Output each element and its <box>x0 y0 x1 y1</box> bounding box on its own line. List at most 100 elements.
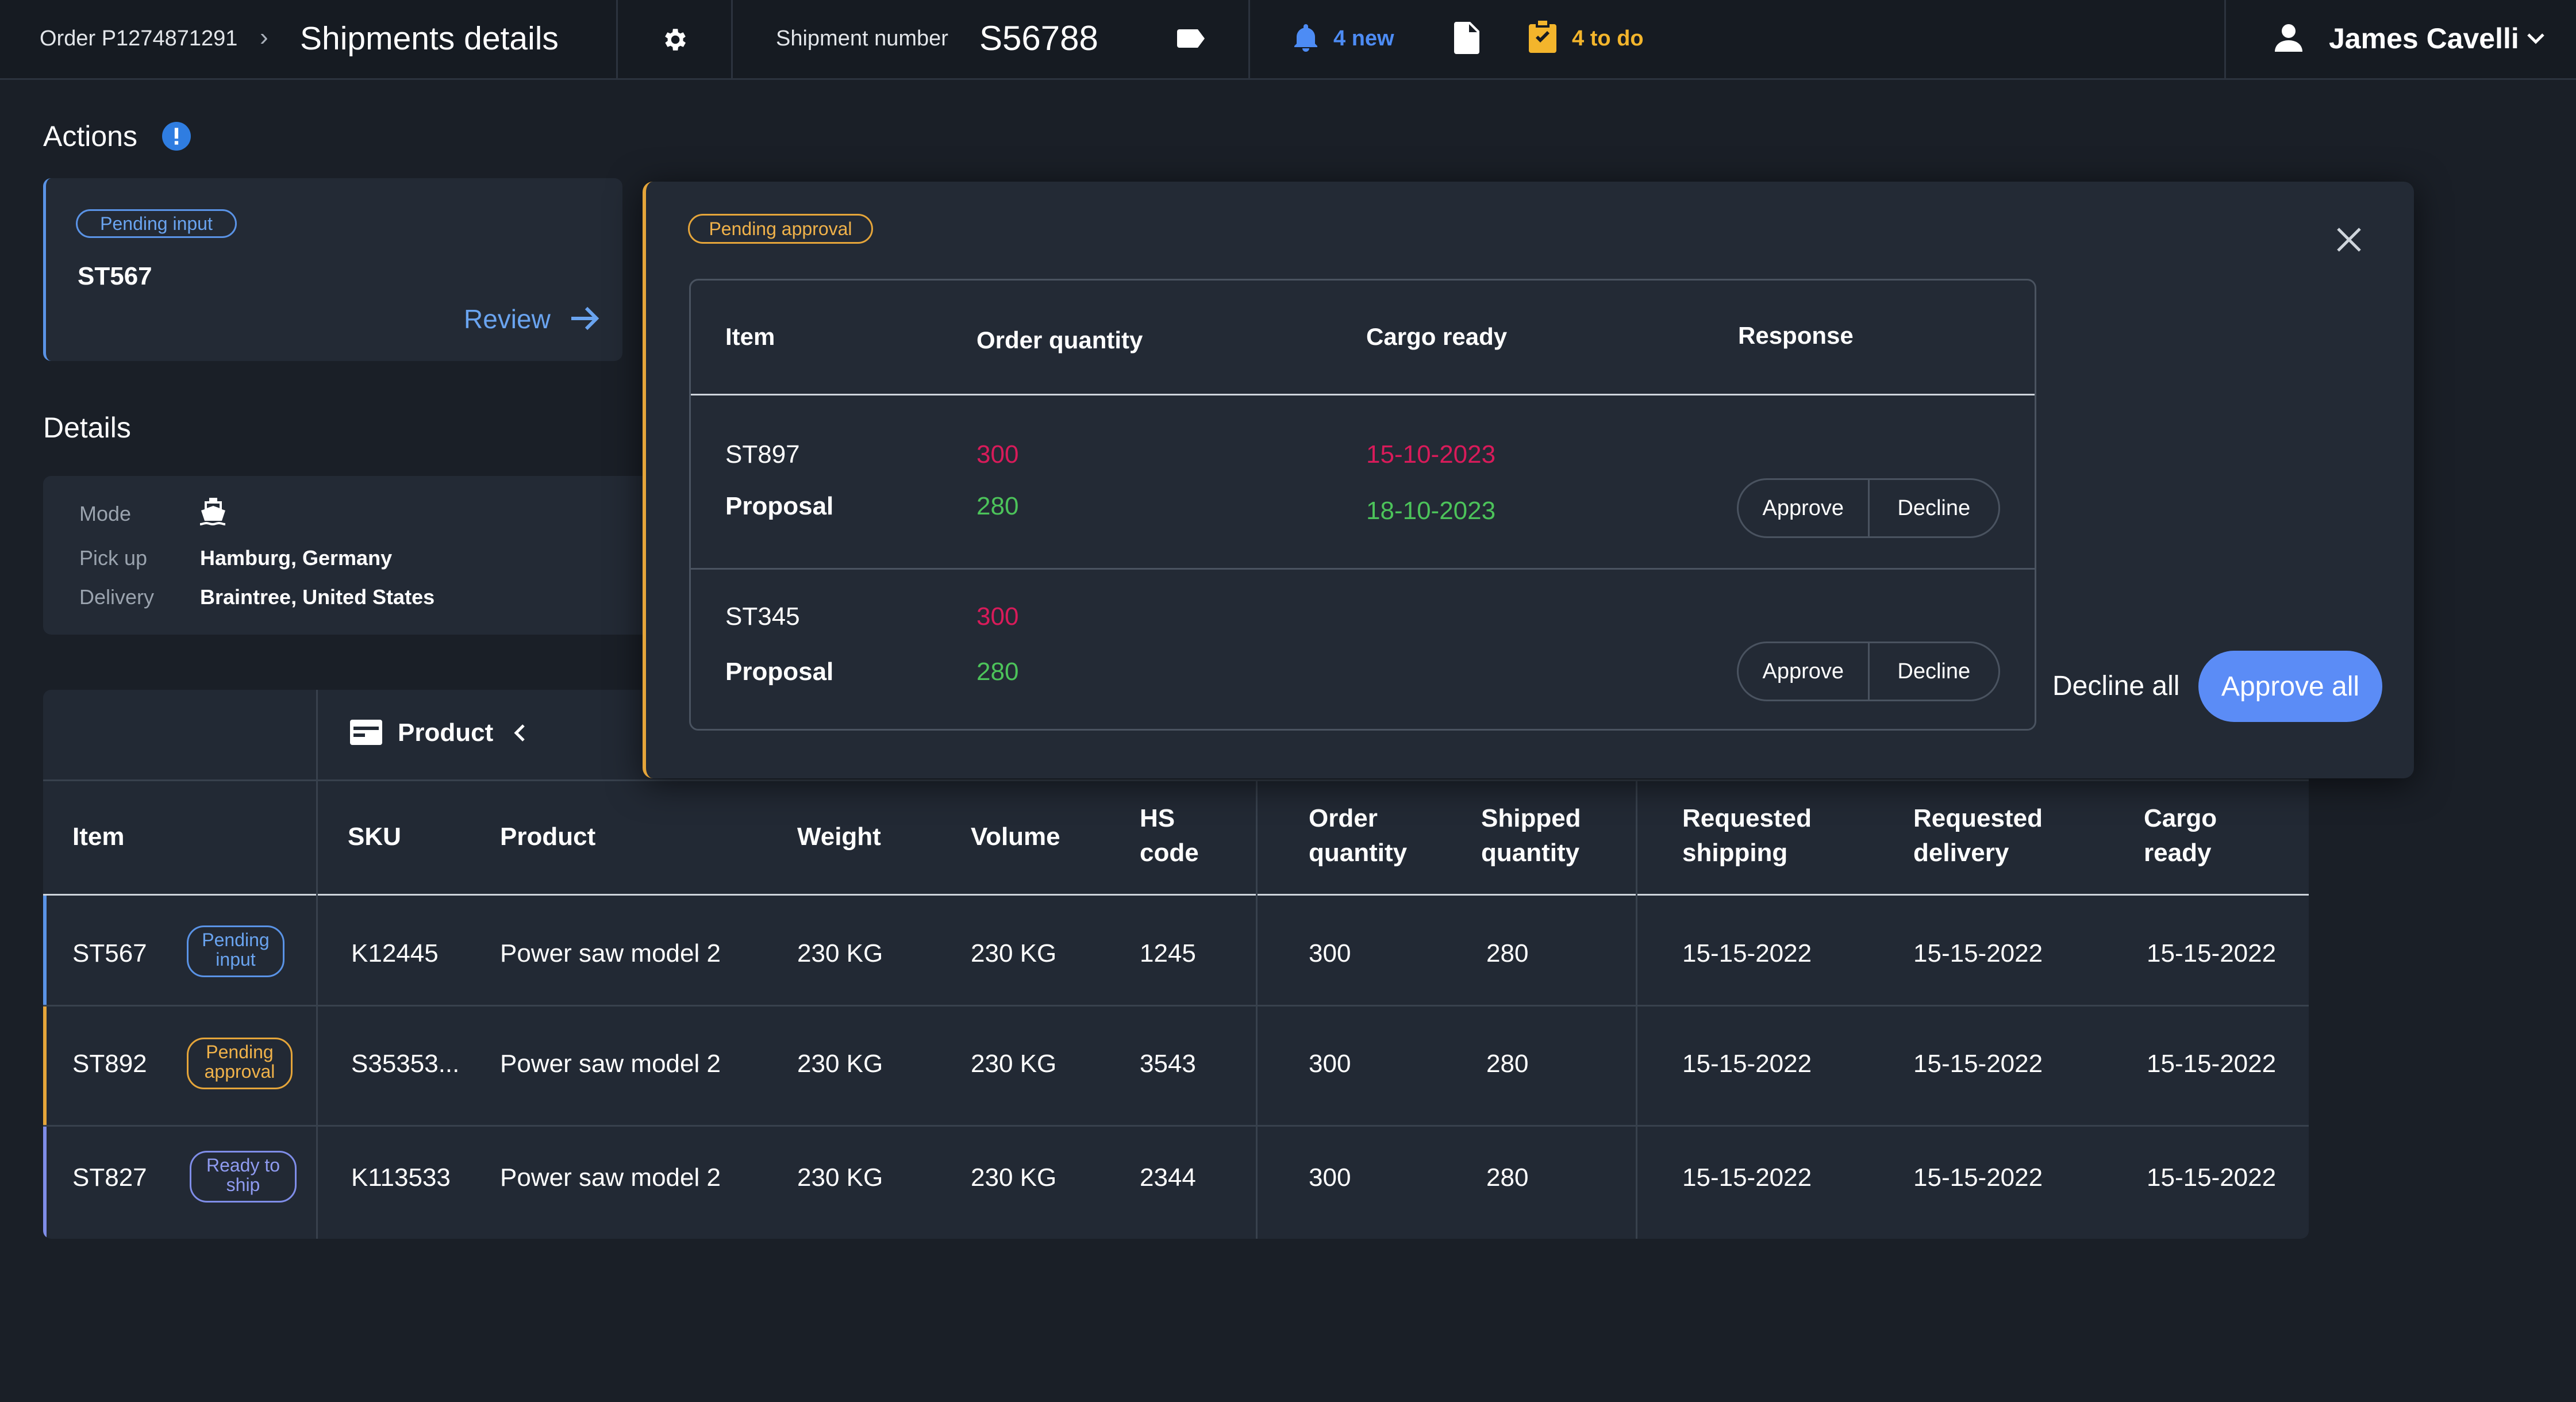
row-req-shipping: 15-15-2022 <box>1682 1050 1812 1078</box>
shipment-number-label: Shipment number <box>776 26 948 51</box>
response-buttons: Approve Decline <box>1737 642 2000 701</box>
row-item: ST345 <box>725 602 800 631</box>
row-order-qty: 300 <box>1309 1163 1351 1192</box>
close-icon[interactable] <box>2336 226 2362 256</box>
row-accent <box>43 896 47 1005</box>
status-badge: Ready to ship <box>190 1151 297 1203</box>
row-req-shipping: 15-15-2022 <box>1682 1163 1812 1192</box>
col-requested-delivery[interactable]: Requested delivery <box>1913 804 2043 867</box>
approve-all-button[interactable]: Approve all <box>2198 651 2382 722</box>
delivery-value: Braintree, United States <box>200 585 435 609</box>
divider <box>691 568 2035 570</box>
row-volume: 230 KG <box>971 1050 1057 1078</box>
document-icon[interactable] <box>1454 22 1479 57</box>
approval-popup: Pending approval Item Order quantity Car… <box>643 182 2414 778</box>
col-cargo-ready[interactable]: Cargo ready <box>2144 804 2217 867</box>
row-order-qty: 300 <box>976 602 1019 631</box>
divider <box>691 394 2035 395</box>
page-title: Shipments details <box>300 20 559 57</box>
divider <box>43 779 2309 781</box>
divider <box>316 690 318 1239</box>
top-bar: Order P1274871291 › Shipments details Sh… <box>0 0 2576 80</box>
breadcrumb-order[interactable]: Order P1274871291 <box>40 26 238 51</box>
col-weight[interactable]: Weight <box>797 823 881 851</box>
col-item[interactable]: Item <box>72 823 125 851</box>
row-sku: K12445 <box>351 939 439 967</box>
col-requested-shipping[interactable]: Requested shipping <box>1682 804 1812 867</box>
col-sku[interactable]: SKU <box>348 823 401 851</box>
col-product[interactable]: Product <box>500 823 596 851</box>
row-sku: K113533 <box>351 1163 451 1192</box>
chevron-left-icon[interactable] <box>513 723 526 746</box>
user-icon <box>2275 23 2302 55</box>
row-weight: 230 KG <box>797 1050 883 1078</box>
row-order-qty: 300 <box>1309 1050 1351 1078</box>
divider <box>1867 643 1870 700</box>
user-name[interactable]: James Cavelli <box>2329 22 2519 55</box>
notifications-count[interactable]: 4 new <box>1333 26 1394 51</box>
row-volume: 230 KG <box>971 1163 1057 1192</box>
row-sku: S35353... <box>351 1050 460 1078</box>
proposal-label: Proposal <box>725 658 834 686</box>
info-icon[interactable] <box>162 122 191 153</box>
col-order-quantity[interactable]: Order quantity <box>1309 804 1408 867</box>
col-hs-code[interactable]: HS code <box>1140 804 1199 867</box>
row-weight: 230 KG <box>797 1163 883 1192</box>
chevron-down-icon[interactable] <box>2526 32 2546 48</box>
row-req-delivery: 15-15-2022 <box>1913 1050 2043 1078</box>
row-order-qty: 300 <box>1309 939 1351 967</box>
decline-button[interactable]: Decline <box>1897 495 1971 520</box>
pickup-value: Hamburg, Germany <box>200 546 393 570</box>
col-order-quantity: Order quantity <box>976 327 1143 354</box>
approve-button[interactable]: Approve <box>1762 495 1844 520</box>
divider <box>1256 779 1258 1239</box>
proposal-label: Proposal <box>725 492 834 520</box>
divider <box>43 1005 2309 1007</box>
row-item: ST567 <box>72 939 147 967</box>
row-item: ST827 <box>72 1163 147 1192</box>
arrow-right-icon[interactable] <box>569 306 601 334</box>
review-link[interactable]: Review <box>464 304 551 334</box>
row-cargo-ready: 15-15-2022 <box>2147 939 2277 967</box>
gear-icon[interactable] <box>660 25 689 57</box>
row-shipped-qty: 280 <box>1486 1050 1529 1078</box>
divider <box>2224 0 2226 78</box>
shipments-table: Product Item SKU Product Weight Volume H… <box>43 690 2309 1239</box>
row-shipped-qty: 280 <box>1486 1163 1529 1192</box>
approve-button[interactable]: Approve <box>1762 659 1844 683</box>
divider <box>616 0 618 78</box>
product-group-header[interactable]: Product <box>398 719 494 747</box>
todo-count[interactable]: 4 to do <box>1572 26 1644 51</box>
tag-icon[interactable] <box>1177 26 1207 53</box>
row-cargo-ready: 15-15-2022 <box>2147 1050 2277 1078</box>
decline-button[interactable]: Decline <box>1897 659 1971 683</box>
product-group-icon <box>350 720 382 748</box>
approval-table: Item Order quantity Cargo ready Response… <box>689 279 2036 731</box>
col-shipped-quantity[interactable]: Shipped quantity <box>1481 804 1581 867</box>
status-badge: Pending approval <box>187 1038 293 1089</box>
bell-icon[interactable] <box>1293 24 1318 55</box>
action-card[interactable]: Pending input ST567 Review <box>43 178 622 361</box>
row-weight: 230 KG <box>797 939 883 967</box>
status-badge: Pending approval <box>688 214 873 244</box>
divider <box>1248 0 1250 78</box>
details-card: Mode Pick up Hamburg, Germany Delivery B… <box>43 476 675 635</box>
details-title: Details <box>43 412 131 444</box>
row-item: ST897 <box>725 440 800 468</box>
proposal-cargo: 18-10-2023 <box>1366 497 1496 525</box>
divider <box>43 894 2309 896</box>
divider <box>43 1125 2309 1127</box>
clipboard-check-icon[interactable] <box>1529 21 1556 56</box>
row-shipped-qty: 280 <box>1486 939 1529 967</box>
response-buttons: Approve Decline <box>1737 478 2000 538</box>
row-cargo-ready: 15-10-2023 <box>1366 440 1496 468</box>
col-response: Response <box>1738 322 1854 349</box>
row-hs-code: 1245 <box>1140 939 1196 967</box>
decline-all-button[interactable]: Decline all <box>2052 671 2180 701</box>
proposal-qty: 280 <box>976 492 1019 520</box>
col-volume[interactable]: Volume <box>971 823 1060 851</box>
actions-title: Actions <box>43 120 137 152</box>
row-hs-code: 2344 <box>1140 1163 1196 1192</box>
row-req-delivery: 15-15-2022 <box>1913 1163 2043 1192</box>
row-accent <box>43 1007 47 1125</box>
